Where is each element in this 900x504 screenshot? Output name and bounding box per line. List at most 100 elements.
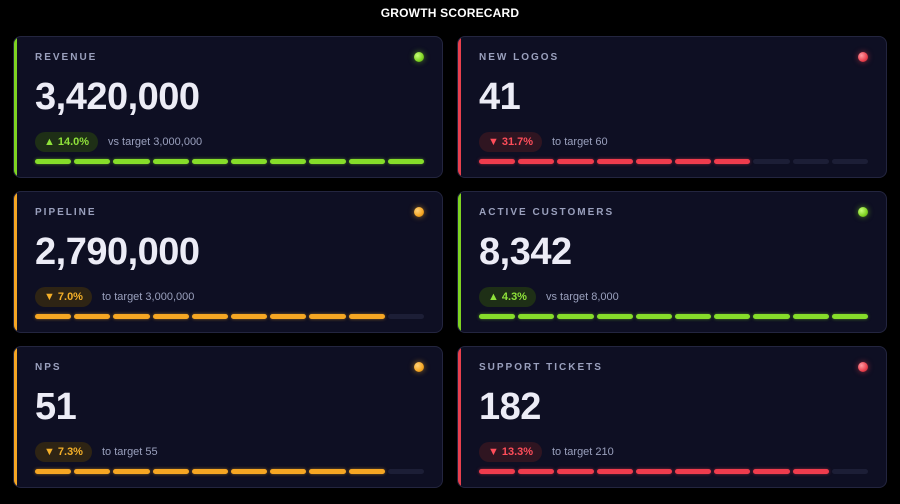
progress-segment-filled	[518, 469, 555, 474]
progress-segment-filled	[635, 314, 672, 319]
progress-segment-filled	[270, 469, 307, 474]
target-text: to target 3,000,000	[102, 291, 195, 303]
kpi-card-new-logos: NEW LOGOS 41 ▼ 31.7% to target 60	[457, 36, 887, 178]
progress-segment-empty	[792, 159, 829, 164]
kpi-value: 2,790,000	[35, 231, 200, 273]
progress-bar	[35, 159, 424, 164]
progress-segment-filled	[387, 159, 424, 164]
progress-segment-filled	[191, 469, 228, 474]
status-accent-stripe	[458, 37, 461, 177]
trend-arrow-icon: ▼	[488, 446, 499, 458]
progress-segment-filled	[675, 314, 712, 319]
progress-bar	[479, 469, 868, 474]
progress-segment-filled	[479, 469, 516, 474]
progress-segment-filled	[74, 314, 111, 319]
target-text: vs target 8,000	[546, 291, 619, 303]
kpi-label: NPS	[35, 362, 62, 373]
kpi-value: 41	[479, 76, 521, 118]
progress-segment-filled	[348, 159, 385, 164]
progress-segment-filled	[270, 314, 307, 319]
progress-segment-filled	[309, 314, 346, 319]
trend-arrow-icon: ▲	[488, 291, 499, 303]
progress-segment-filled	[231, 314, 268, 319]
progress-segment-filled	[792, 469, 829, 474]
progress-segment-filled	[270, 159, 307, 164]
progress-segment-empty	[387, 314, 424, 319]
delta-badge: ▼ 13.3%	[479, 442, 543, 462]
kpi-card-pipeline: PIPELINE 2,790,000 ▼ 7.0% to target 3,000…	[13, 191, 443, 333]
delta-badge: ▼ 7.3%	[35, 442, 92, 462]
kpi-value: 182	[479, 386, 541, 428]
progress-segment-filled	[635, 469, 672, 474]
progress-segment-filled	[753, 469, 790, 474]
kpi-label: ACTIVE CUSTOMERS	[479, 207, 615, 218]
progress-segment-filled	[35, 159, 72, 164]
delta-percent: 7.0%	[57, 291, 83, 303]
progress-segment-filled	[557, 159, 594, 164]
progress-segment-filled	[309, 469, 346, 474]
status-accent-stripe	[14, 347, 17, 487]
status-dot-icon	[414, 362, 424, 372]
progress-segment-empty	[831, 469, 868, 474]
progress-segment-filled	[152, 469, 189, 474]
progress-segment-filled	[74, 159, 111, 164]
progress-segment-empty	[753, 159, 790, 164]
status-accent-stripe	[14, 192, 17, 332]
progress-segment-filled	[518, 159, 555, 164]
progress-segment-filled	[191, 314, 228, 319]
progress-segment-filled	[152, 159, 189, 164]
kpi-value: 51	[35, 386, 77, 428]
progress-segment-filled	[231, 159, 268, 164]
progress-segment-filled	[792, 314, 829, 319]
progress-segment-filled	[309, 159, 346, 164]
progress-segment-filled	[348, 469, 385, 474]
progress-segment-filled	[518, 314, 555, 319]
trend-arrow-icon: ▼	[44, 291, 55, 303]
kpi-label: NEW LOGOS	[479, 52, 560, 63]
status-dot-icon	[858, 52, 868, 62]
delta-badge: ▼ 31.7%	[479, 132, 543, 152]
progress-segment-filled	[714, 314, 751, 319]
delta-badge: ▲ 4.3%	[479, 287, 536, 307]
trend-arrow-icon: ▼	[44, 446, 55, 458]
kpi-card-nps: NPS 51 ▼ 7.3% to target 55	[13, 346, 443, 488]
target-text: vs target 3,000,000	[108, 136, 203, 148]
delta-percent: 7.3%	[57, 446, 83, 458]
scorecard-grid: REVENUE 3,420,000 ▲ 14.0% vs target 3,000…	[13, 36, 887, 488]
progress-segment-filled	[557, 314, 594, 319]
progress-bar	[35, 469, 424, 474]
progress-segment-empty	[387, 469, 424, 474]
progress-segment-filled	[479, 314, 516, 319]
progress-segment-filled	[113, 314, 150, 319]
kpi-label: SUPPORT TICKETS	[479, 362, 603, 373]
kpi-value: 8,342	[479, 231, 572, 273]
progress-bar	[35, 314, 424, 319]
delta-badge: ▲ 14.0%	[35, 132, 99, 152]
target-text: to target 55	[102, 446, 158, 458]
target-text: to target 210	[552, 446, 614, 458]
status-dot-icon	[858, 207, 868, 217]
delta-percent: 31.7%	[501, 136, 534, 148]
kpi-label: REVENUE	[35, 52, 98, 63]
trend-arrow-icon: ▼	[488, 136, 499, 148]
progress-segment-filled	[596, 469, 633, 474]
status-dot-icon	[858, 362, 868, 372]
kpi-label: PIPELINE	[35, 207, 97, 218]
kpi-card-revenue: REVENUE 3,420,000 ▲ 14.0% vs target 3,000…	[13, 36, 443, 178]
kpi-value: 3,420,000	[35, 76, 200, 118]
progress-segment-filled	[35, 469, 72, 474]
progress-segment-filled	[753, 314, 790, 319]
progress-segment-filled	[113, 159, 150, 164]
progress-segment-filled	[596, 159, 633, 164]
progress-segment-filled	[557, 469, 594, 474]
progress-segment-filled	[113, 469, 150, 474]
delta-percent: 13.3%	[501, 446, 534, 458]
progress-segment-filled	[714, 469, 751, 474]
delta-percent: 4.3%	[501, 291, 527, 303]
progress-segment-filled	[714, 159, 751, 164]
progress-bar	[479, 159, 868, 164]
progress-segment-filled	[635, 159, 672, 164]
kpi-card-active-customers: ACTIVE CUSTOMERS 8,342 ▲ 4.3% vs target 8…	[457, 191, 887, 333]
progress-segment-filled	[231, 469, 268, 474]
page-title: GROWTH SCORECARD	[380, 6, 520, 20]
